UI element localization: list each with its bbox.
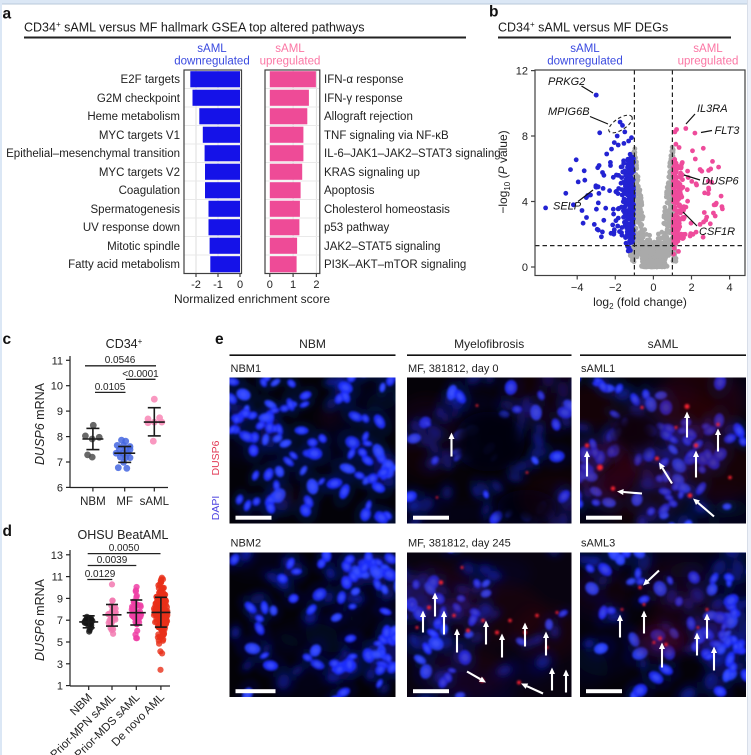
svg-text:4: 4 bbox=[727, 282, 733, 294]
svg-text:Fatty acid metabolism: Fatty acid metabolism bbox=[68, 259, 180, 271]
svg-text:Spermatogenesis: Spermatogenesis bbox=[91, 204, 181, 216]
svg-text:sAML: sAML bbox=[570, 43, 600, 55]
svg-text:NBM1: NBM1 bbox=[231, 363, 262, 375]
svg-text:MF: MF bbox=[116, 496, 133, 508]
svg-text:6: 6 bbox=[57, 482, 63, 494]
svg-text:12: 12 bbox=[516, 66, 528, 78]
svg-text:p53 pathway: p53 pathway bbox=[324, 222, 389, 234]
svg-text:a: a bbox=[3, 5, 12, 22]
svg-text:KRAS signaling up: KRAS signaling up bbox=[324, 167, 420, 179]
svg-text:7: 7 bbox=[57, 615, 63, 627]
svg-text:log2 (fold change): log2 (fold change) bbox=[593, 295, 687, 311]
svg-text:b: b bbox=[489, 4, 498, 21]
svg-text:sAML: sAML bbox=[275, 43, 305, 55]
svg-text:Mitotic spindle: Mitotic spindle bbox=[107, 241, 180, 253]
svg-text:0.0546: 0.0546 bbox=[105, 355, 136, 366]
svg-text:CD34+ sAML versus MF hallmark: CD34+ sAML versus MF hallmark GSEA top a… bbox=[24, 20, 364, 35]
svg-text:IL-6–JAK1–JAK2–STAT3 signaling: IL-6–JAK1–JAK2–STAT3 signaling bbox=[324, 148, 501, 160]
svg-text:MYC targets V1: MYC targets V1 bbox=[99, 130, 180, 142]
svg-text:Myelofibrosis: Myelofibrosis bbox=[454, 337, 524, 351]
svg-text:0.0105: 0.0105 bbox=[95, 382, 126, 393]
svg-text:sAML3: sAML3 bbox=[581, 538, 615, 550]
svg-text:-2: -2 bbox=[191, 279, 201, 291]
svg-text:−2: −2 bbox=[609, 282, 622, 294]
svg-text:CSF1R: CSF1R bbox=[699, 226, 735, 238]
svg-text:TNF signaling via NF-κB: TNF signaling via NF-κB bbox=[324, 130, 449, 142]
svg-text:downregulated: downregulated bbox=[547, 56, 622, 68]
svg-text:0.0050: 0.0050 bbox=[109, 543, 140, 554]
svg-text:PI3K–AKT–mTOR signaling: PI3K–AKT–mTOR signaling bbox=[324, 259, 466, 271]
svg-text:DUSP6: DUSP6 bbox=[702, 176, 740, 188]
svg-text:SELP: SELP bbox=[553, 201, 582, 213]
svg-text:Coagulation: Coagulation bbox=[119, 185, 180, 197]
svg-text:sAML: sAML bbox=[648, 337, 679, 351]
svg-text:Normalized enrichment score: Normalized enrichment score bbox=[174, 292, 330, 306]
svg-text:0: 0 bbox=[237, 279, 243, 291]
svg-text:UV response down: UV response down bbox=[83, 222, 180, 234]
svg-text:CD34+ sAML versus MF DEGs: CD34+ sAML versus MF DEGs bbox=[498, 20, 668, 35]
svg-text:DUSP6 mRNA: DUSP6 mRNA bbox=[33, 578, 47, 661]
svg-text:downregulated: downregulated bbox=[174, 56, 249, 68]
svg-text:0: 0 bbox=[650, 282, 656, 294]
svg-text:d: d bbox=[3, 523, 12, 540]
svg-text:IFN-α response: IFN-α response bbox=[324, 74, 404, 86]
svg-text:CD34+: CD34+ bbox=[106, 337, 143, 351]
svg-text:E2F targets: E2F targets bbox=[121, 74, 181, 86]
svg-text:Heme metabolism: Heme metabolism bbox=[87, 111, 180, 123]
svg-text:9: 9 bbox=[57, 593, 63, 605]
svg-text:upregulated: upregulated bbox=[260, 56, 321, 68]
svg-text:FLT3: FLT3 bbox=[715, 125, 741, 137]
svg-text:8: 8 bbox=[57, 432, 63, 444]
svg-text:−log10 (P value): −log10 (P value) bbox=[496, 130, 512, 213]
svg-text:Cholesterol homeostasis: Cholesterol homeostasis bbox=[324, 204, 450, 216]
svg-text:NBM: NBM bbox=[80, 496, 106, 508]
svg-text:4: 4 bbox=[522, 197, 528, 209]
svg-text:11: 11 bbox=[52, 355, 63, 367]
svg-text:NBM2: NBM2 bbox=[231, 538, 262, 550]
svg-text:PRKG2: PRKG2 bbox=[548, 76, 585, 88]
svg-text:sAML: sAML bbox=[140, 496, 170, 508]
svg-text:−4: −4 bbox=[571, 282, 584, 294]
svg-text:MF, 381812, day 245: MF, 381812, day 245 bbox=[408, 538, 511, 550]
svg-text:Apoptosis: Apoptosis bbox=[324, 185, 375, 197]
svg-text:DAPI: DAPI bbox=[210, 496, 222, 521]
svg-text:c: c bbox=[3, 331, 12, 348]
svg-text:2: 2 bbox=[313, 279, 319, 291]
svg-text:OHSU BeatAML: OHSU BeatAML bbox=[77, 528, 168, 542]
svg-text:8: 8 bbox=[522, 131, 528, 143]
svg-text:sAML1: sAML1 bbox=[581, 363, 615, 375]
svg-text:e: e bbox=[215, 331, 224, 348]
svg-text:sAML: sAML bbox=[693, 43, 723, 55]
svg-text:G2M checkpoint: G2M checkpoint bbox=[97, 93, 181, 105]
svg-text:NBM: NBM bbox=[299, 337, 326, 351]
svg-text:sAML: sAML bbox=[197, 43, 227, 55]
svg-text:0.0129: 0.0129 bbox=[85, 569, 116, 580]
svg-text:DUSP6: DUSP6 bbox=[210, 440, 222, 475]
svg-text:13: 13 bbox=[51, 550, 63, 562]
svg-text:1: 1 bbox=[57, 681, 63, 693]
svg-text:IFN-γ response: IFN-γ response bbox=[324, 93, 403, 105]
svg-text:<0.0001: <0.0001 bbox=[122, 369, 159, 380]
svg-text:0: 0 bbox=[522, 262, 528, 274]
svg-text:5: 5 bbox=[57, 637, 63, 649]
svg-text:10: 10 bbox=[51, 381, 63, 393]
svg-text:0: 0 bbox=[267, 279, 273, 291]
svg-text:11: 11 bbox=[52, 572, 63, 584]
svg-text:JAK2–STAT5 signaling: JAK2–STAT5 signaling bbox=[324, 241, 441, 253]
svg-text:-1: -1 bbox=[213, 279, 223, 291]
svg-text:IL3RA: IL3RA bbox=[697, 103, 728, 115]
svg-text:MYC targets V2: MYC targets V2 bbox=[99, 167, 180, 179]
svg-text:0.0039: 0.0039 bbox=[97, 555, 128, 566]
svg-text:7: 7 bbox=[57, 457, 63, 469]
svg-text:2: 2 bbox=[688, 282, 694, 294]
svg-text:upregulated: upregulated bbox=[678, 56, 739, 68]
svg-text:DUSP6 mRNA: DUSP6 mRNA bbox=[33, 382, 47, 465]
svg-text:9: 9 bbox=[57, 406, 63, 418]
svg-text:Epithelial–mesenchymal transit: Epithelial–mesenchymal transition bbox=[6, 148, 180, 160]
svg-text:Allograft rejection: Allograft rejection bbox=[324, 111, 413, 123]
svg-text:3: 3 bbox=[57, 659, 63, 671]
svg-text:MF, 381812, day 0: MF, 381812, day 0 bbox=[408, 363, 499, 375]
svg-text:MPIG6B: MPIG6B bbox=[548, 106, 590, 118]
svg-text:1: 1 bbox=[290, 279, 296, 291]
